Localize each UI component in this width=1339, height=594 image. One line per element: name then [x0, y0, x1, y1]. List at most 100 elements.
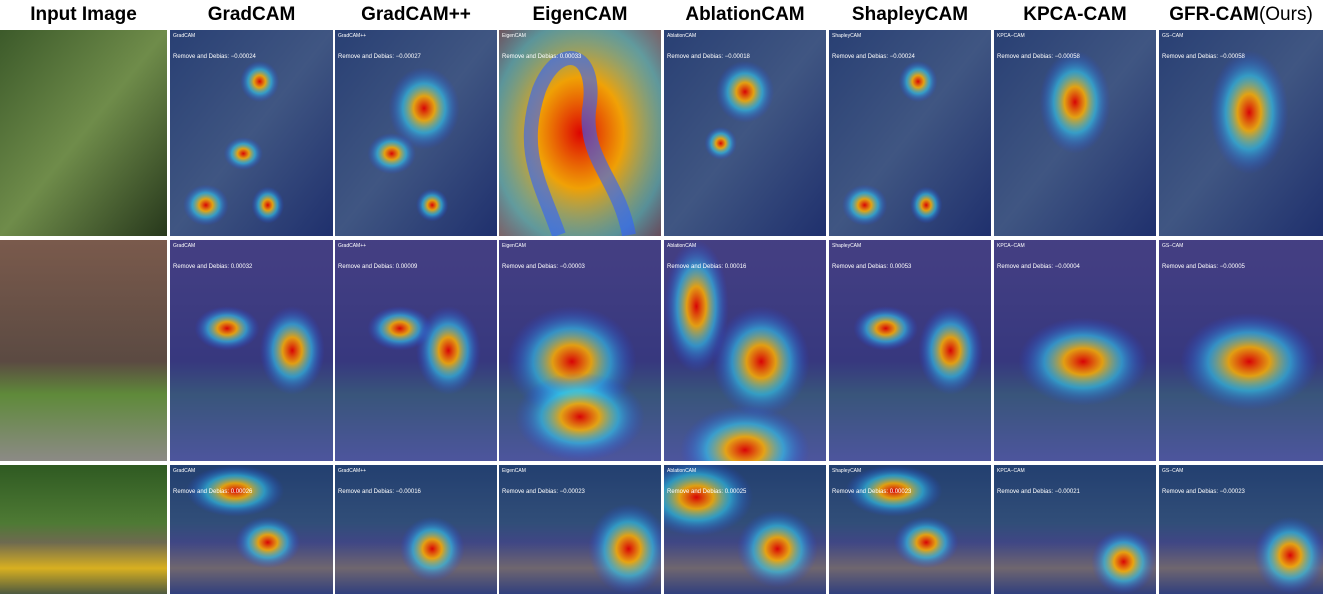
- cam-map: GradCAM Remove and Debias: 0.00026: [170, 465, 333, 594]
- score-label: Remove and Debias: 0.00026: [173, 489, 253, 495]
- heatmap-blob: [416, 189, 448, 222]
- cam-map: GradCAM Remove and Debias: 0.00032: [170, 240, 333, 461]
- heatmap-blob: [400, 517, 465, 582]
- column-header: EigenCAM: [533, 4, 628, 25]
- score-label: Remove and Debias: −0.00023: [502, 489, 586, 495]
- cam-map: EigenCAM Remove and Debias: −0.00023: [499, 465, 669, 594]
- score-label: Remove and Debias: −0.00024: [832, 54, 916, 60]
- cam-map: AblationCAM Remove and Debias: 0.00025: [640, 459, 826, 594]
- heatmap-blob: [260, 306, 325, 394]
- cam-map: AblationCAM Remove and Debias: 0.00016: [664, 240, 826, 494]
- heatmap-blob: [588, 504, 669, 594]
- heatmap-blob: [1091, 530, 1156, 594]
- cam-map: KPCA−CAM Remove and Debias: −0.00021: [994, 465, 1156, 594]
- score-label: Remove and Debias: −0.00003: [502, 264, 586, 270]
- heatmap-blob: [899, 61, 938, 102]
- score-label: Remove and Debias: −0.00058: [1162, 54, 1246, 60]
- score-label: Remove and Debias: −0.00016: [338, 489, 422, 495]
- header-suffix: (Ours): [1259, 4, 1313, 25]
- cam-map: EigenCAM Remove and Debias: −0.00003: [499, 240, 661, 461]
- method-label: GradCAM: [173, 243, 195, 249]
- heatmap-blob: [713, 306, 810, 417]
- heatmap-blob: [842, 185, 887, 226]
- heatmap-blob: [1254, 517, 1326, 594]
- heatmap-blob: [252, 187, 285, 224]
- input-image: [0, 30, 167, 236]
- score-label: Remove and Debias: 0.00053: [832, 264, 912, 270]
- method-label: GradCAM: [173, 33, 195, 39]
- score-label: Remove and Debias: −0.00058: [997, 54, 1081, 60]
- heatmap-blob: [194, 306, 259, 350]
- heatmap-blob: [910, 187, 942, 224]
- heatmap-blob: [416, 306, 481, 394]
- cam-map: ShapleyCAM Remove and Debias: −0.00024: [829, 30, 991, 236]
- column-header: GradCAM++: [361, 4, 471, 25]
- score-label: Remove and Debias: −0.00005: [1162, 264, 1246, 270]
- score-label: Remove and Debias: −0.00023: [1162, 489, 1246, 495]
- heatmap-blob: [737, 510, 818, 587]
- cam-map: GradCAM++ Remove and Debias: −0.00027: [335, 30, 497, 236]
- heatmap-blob: [515, 373, 645, 461]
- method-label: KPCA−CAM: [997, 468, 1025, 474]
- heatmap-blob: [1018, 317, 1148, 405]
- method-label: AblationCAM: [667, 468, 696, 474]
- heatmap-blob: [235, 517, 300, 569]
- input-image: [0, 240, 167, 461]
- score-label: Remove and Debias: 0.00009: [338, 264, 418, 270]
- score-label: Remove and Debias: 0.00032: [173, 264, 253, 270]
- method-label: AblationCAM: [667, 33, 696, 39]
- figure: Input Image GradCAM GradCAM++ EigenCAM Ablat…: [0, 0, 1339, 594]
- column-header: KPCA-CAM: [1023, 4, 1126, 25]
- column-header: GFR-CAM(Ours): [1169, 4, 1313, 25]
- cam-map: KPCA−CAM Remove and Debias: −0.00004: [994, 240, 1156, 461]
- cam-map: GS−CAM Remove and Debias: −0.00058: [1159, 30, 1323, 236]
- cam-map: GradCAM++ Remove and Debias: 0.00009: [335, 240, 497, 461]
- cam-map: GradCAM Remove and Debias: −0.00024: [170, 30, 333, 236]
- heatmap-blob: [1180, 313, 1318, 410]
- heatmap-blob: [705, 127, 737, 160]
- heatmap-blob: [1210, 51, 1289, 175]
- score-label: Remove and Debias: 0.00025: [667, 489, 747, 495]
- input-image: [0, 465, 167, 594]
- heatmap-blob: [240, 61, 279, 102]
- column-header: ShapleyCAM: [852, 4, 968, 25]
- cam-map: GradCAM++ Remove and Debias: −0.00016: [335, 465, 497, 594]
- method-label: EigenCAM: [502, 243, 526, 249]
- method-label: GradCAM: [173, 468, 195, 474]
- method-label: ShapleyCAM: [832, 33, 861, 39]
- heatmap-blob: [183, 185, 229, 226]
- image: [0, 240, 167, 461]
- method-label: KPCA−CAM: [997, 33, 1025, 39]
- column-header: GradCAM: [208, 4, 296, 25]
- score-label: Remove and Debias: −0.00021: [997, 489, 1081, 495]
- column-header: Input Image: [30, 4, 137, 25]
- method-label: GradCAM++: [338, 468, 366, 474]
- heatmap-blob: [918, 306, 983, 394]
- score-label: Remove and Debias: −0.00027: [338, 54, 422, 60]
- method-label: GS−CAM: [1162, 33, 1183, 39]
- score-label: Remove and Debias: −0.00018: [667, 54, 751, 60]
- score-label: Remove and Debias: 0.00016: [667, 264, 747, 270]
- score-label: Remove and Debias: −0.00004: [997, 264, 1081, 270]
- method-label: KPCA−CAM: [997, 243, 1025, 249]
- score-label: Remove and Debias: −0.00024: [173, 54, 257, 60]
- image: [0, 30, 167, 236]
- cam-map: AblationCAM Remove and Debias: −0.00018: [664, 30, 826, 236]
- column-header: AblationCAM: [685, 4, 804, 25]
- heatmap-blob: [716, 61, 774, 123]
- heatmap-blob: [367, 133, 416, 174]
- score-label: Remove and Debias: 0.00023: [832, 489, 912, 495]
- method-label: GradCAM++: [338, 243, 366, 249]
- heatmap-blob: [224, 137, 263, 170]
- score-label: Remove and Debias: 0.00033: [502, 54, 582, 60]
- method-label: AblationCAM: [667, 243, 696, 249]
- heatmap-blob: [1039, 51, 1110, 154]
- method-label: EigenCAM: [502, 468, 526, 474]
- method-label: GradCAM++: [338, 33, 366, 39]
- cam-map: KPCA−CAM Remove and Debias: −0.00058: [994, 30, 1156, 236]
- method-label: EigenCAM: [502, 33, 526, 39]
